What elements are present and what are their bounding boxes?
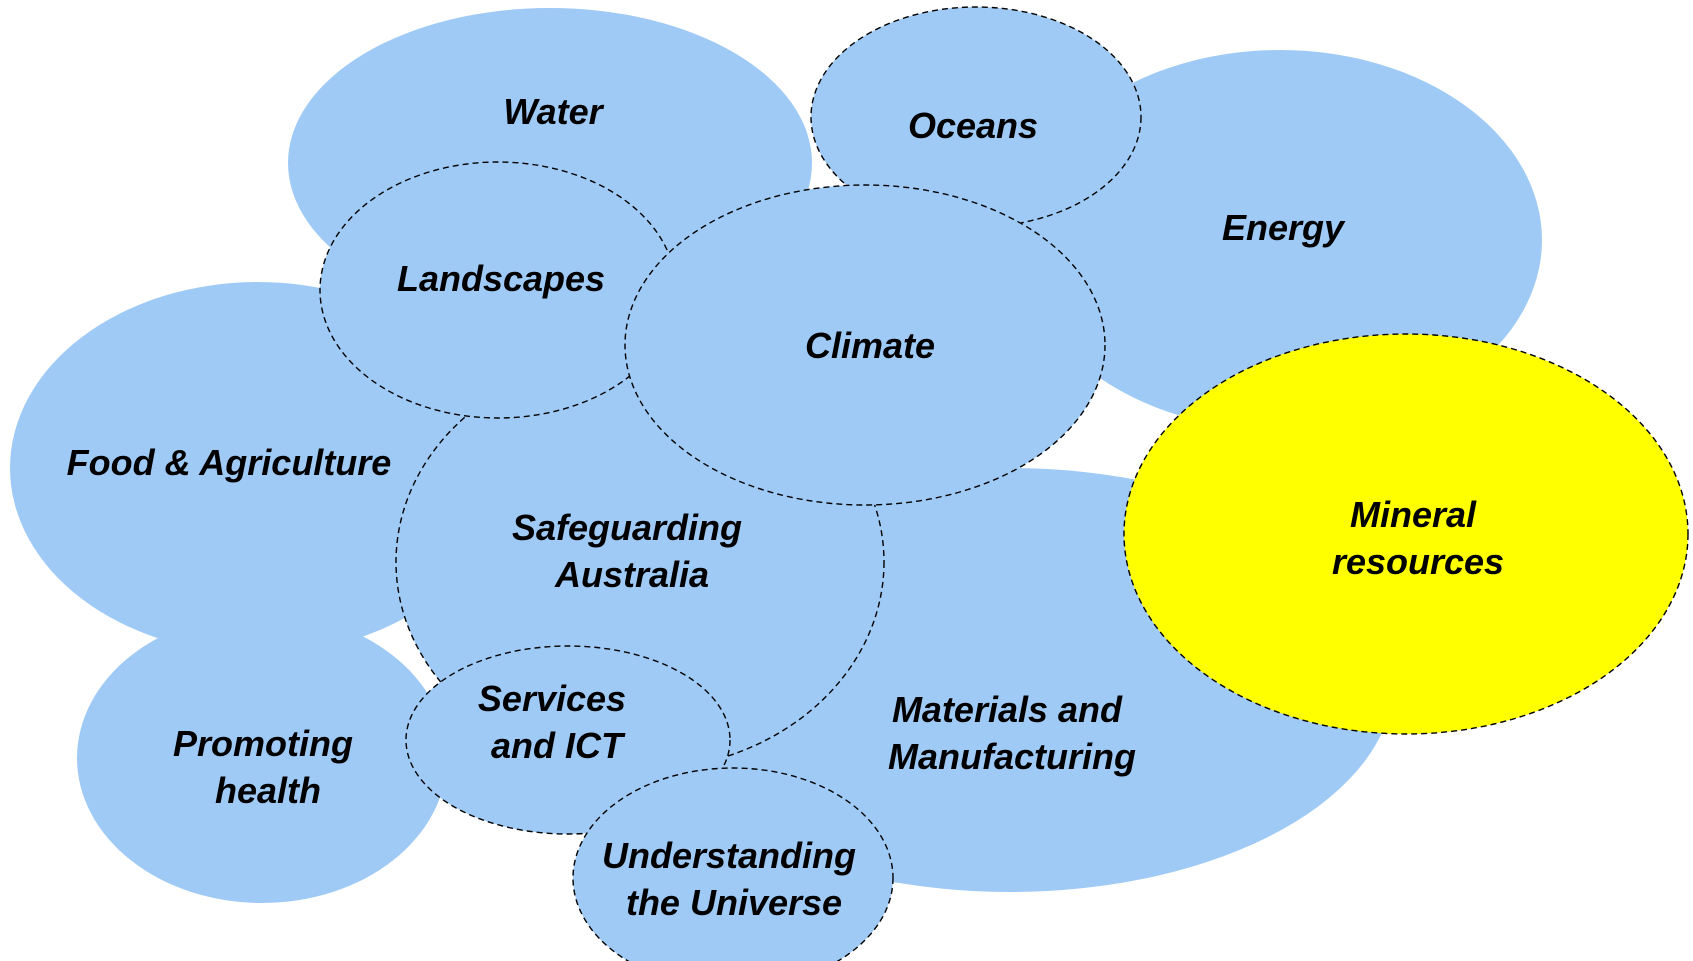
materials-manufacturing-label: Materials and Manufacturing (888, 689, 1136, 777)
promoting-health-label: Promoting health (173, 723, 363, 811)
food-agriculture-label: Food & Agriculture (67, 442, 392, 483)
understanding-universe-label: Understanding the Universe (602, 835, 866, 923)
water-label: Water (503, 91, 604, 132)
energy-label: Energy (1222, 207, 1346, 248)
landscapes-label: Landscapes (397, 258, 605, 299)
climate-bubble (624, 184, 1106, 506)
topic-labels: Water Oceans Energy Landscapes Climate F… (67, 91, 1504, 923)
outlined-bubbles (319, 6, 1689, 961)
safeguarding-australia-label: Safeguarding Australia (512, 507, 752, 595)
services-ict-label: Services and ICT (478, 678, 636, 766)
oceans-bubble (810, 6, 1142, 228)
mineral-resources-bubble (1123, 333, 1689, 735)
mineral-resources-label: Mineral resources (1332, 494, 1504, 582)
climate-label: Climate (805, 325, 935, 366)
oceans-label: Oceans (908, 105, 1038, 146)
understanding-universe-bubble (572, 767, 894, 961)
promoting-health-bubble (77, 613, 447, 903)
